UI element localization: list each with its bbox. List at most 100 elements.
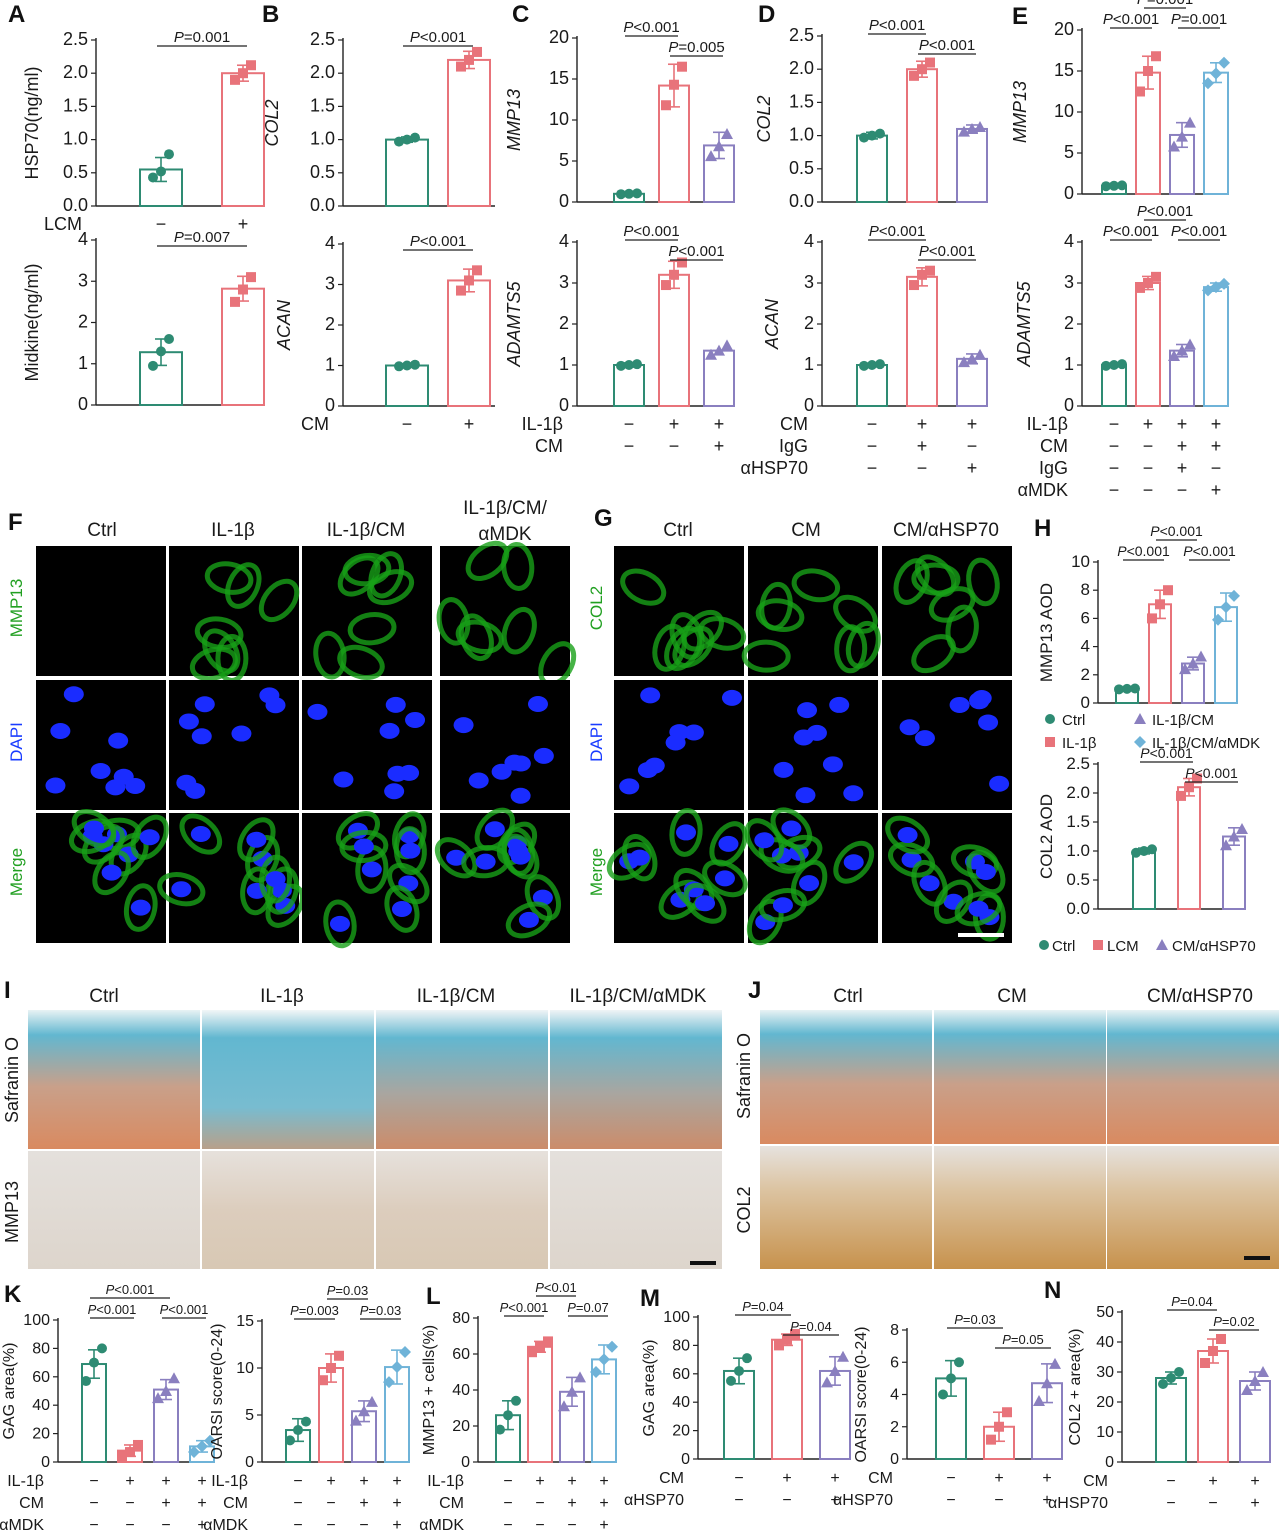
panel-letter-A: A [8,1,25,28]
factor-value: + [1250,1473,1259,1490]
data-point [511,1395,521,1406]
factor-name: CM [439,1495,464,1512]
factor-value: − [359,1517,368,1534]
nucleus [178,713,199,730]
cell-body [123,883,158,932]
y-tick-label: 50 [1096,1304,1114,1321]
factor-value: − [535,1517,544,1534]
y-tick-label: 3 [559,272,569,292]
y-tick-label: 10 [1096,1424,1114,1441]
bar [447,279,491,408]
cell-bg [748,546,878,676]
panel-J-image-grid [760,1010,1279,1269]
factor-value: − [734,1492,743,1509]
factor-value: + [464,414,475,434]
cell-body [945,604,979,654]
nucleus [899,719,920,736]
factor-value: + [161,1473,170,1490]
row-label: MMP13 [7,579,26,638]
y-tick-label: 0 [1105,1454,1114,1471]
legend-label: Ctrl [1062,712,1085,729]
nucleus [391,901,412,918]
legend-label: IL-1β/CM [1152,712,1214,729]
p-value-label: P=0.03 [954,1312,996,1327]
bar [221,287,265,406]
factor-value: + [392,1517,401,1534]
factor-name: αMDK [0,1517,44,1534]
data-point [782,1334,792,1345]
nucleus [329,915,350,932]
nucleus [400,842,421,859]
y-tick-label: 0 [461,1454,470,1471]
y-tick-label: 2 [1064,313,1074,333]
bar [906,275,938,407]
data-point [148,172,158,183]
panel-letter-H: H [1034,515,1051,542]
row-label: Safranin O [734,1033,754,1119]
micro-cell [36,808,169,943]
cell-body [245,835,281,883]
factor-value: − [669,436,680,456]
bar [385,364,429,407]
cell-body [833,594,878,634]
legend-marker [1045,714,1055,724]
factor-value: − [326,1495,335,1512]
y-tick-label: 60 [452,1346,470,1363]
factor-value: + [714,436,725,456]
nucleus [90,762,111,779]
data-point [238,68,248,79]
column-label: CM [997,986,1027,1007]
y-tick-label: 80 [672,1337,690,1354]
panel-letter-L: L [426,1283,441,1310]
nucleus [644,757,665,774]
data-point [1109,180,1119,191]
factor-value: − [994,1492,1003,1509]
nucleus [772,897,793,914]
factor-name: LCM [44,214,82,234]
y-tick-label: 20 [1054,19,1074,39]
nucleus [45,777,66,794]
factor-name: αHSP70 [624,1492,684,1509]
data-point [1117,180,1127,191]
y-tick-label: 0 [890,1451,899,1468]
y-tick-label: 0 [325,395,335,415]
factor-value: − [1109,480,1120,500]
data-point [917,269,927,280]
y-tick-label: 3 [804,272,814,292]
data-point [790,1329,800,1340]
cell-body [885,815,930,855]
histology-cell [202,1010,374,1149]
factor-value: + [125,1473,134,1490]
factor-value: + [830,1492,839,1509]
factor-name: αMDK [203,1517,248,1534]
nucleus [829,696,850,713]
cell-bg [882,680,1012,810]
cell-body [337,644,385,681]
data-point [1220,839,1232,851]
factor-name: αMDK [1018,480,1068,500]
data-point [456,61,466,72]
nucleus [989,775,1010,792]
chart-E1: 0 5 10 15 20 MMP13 P<0.001 P=0.001 P=0.001 [1010,0,1230,203]
p-value-label: P=0.07 [567,1300,609,1315]
column-label: IL-1β [211,520,255,541]
nucleus [190,826,211,843]
data-point [966,352,978,364]
factor-name: IL-1β [7,1473,44,1490]
cell-body [384,885,420,933]
y-tick-label: 1 [559,354,569,374]
nucleus [797,702,818,719]
data-point [394,136,404,147]
cell-body [92,850,131,896]
tissue [550,1151,722,1269]
tissue [934,1146,1106,1269]
micro-cell [741,546,881,676]
data-point [1147,613,1157,624]
bar [527,1345,553,1464]
panel-letter-E: E [1012,3,1028,30]
data-point [117,1451,127,1462]
factor-value: + [567,1473,576,1490]
y-tick-label: 10 [549,109,569,129]
p-value-label: P<0.001 [410,233,466,250]
y-tick-label: 40 [672,1394,690,1411]
